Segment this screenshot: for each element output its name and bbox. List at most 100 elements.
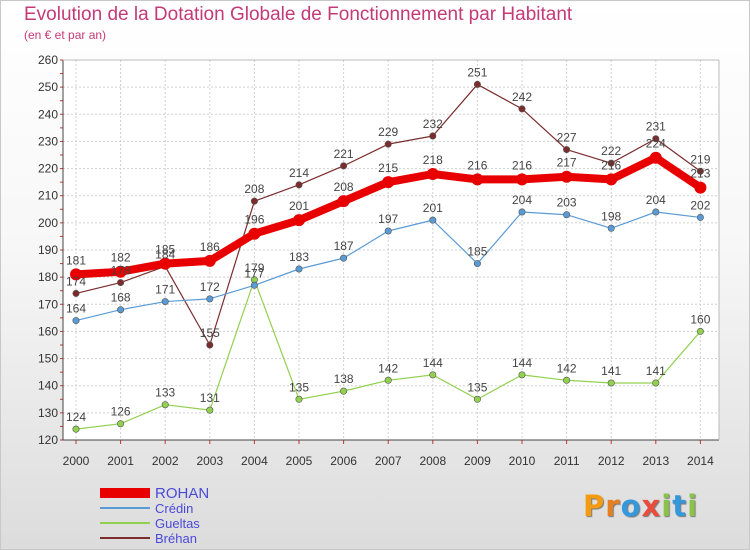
data-label-gueltas: 135 xyxy=(289,380,309,394)
data-point-gueltas xyxy=(117,420,125,428)
data-point-bréhan xyxy=(384,140,392,148)
data-point-bréhan xyxy=(473,80,481,88)
data-point-rohan xyxy=(159,257,172,270)
data-point-bréhan xyxy=(72,289,80,297)
data-point-bréhan xyxy=(206,341,214,349)
y-tick-label: 240 xyxy=(38,107,58,121)
data-point-bréhan xyxy=(696,167,704,175)
data-label-bréhan: 251 xyxy=(467,65,487,79)
data-label-crédin: 204 xyxy=(512,193,532,207)
data-point-rohan xyxy=(694,181,707,194)
data-point-bréhan xyxy=(117,279,125,287)
data-label-rohan: 224 xyxy=(646,137,666,151)
x-tick-label: 2000 xyxy=(63,454,90,468)
y-tick-label: 170 xyxy=(38,297,58,311)
data-point-rohan xyxy=(560,170,573,183)
data-label-rohan: 218 xyxy=(423,153,443,167)
y-tick-label: 220 xyxy=(38,162,58,176)
data-label-crédin: 168 xyxy=(111,291,131,305)
legend-label: Gueltas xyxy=(155,516,200,531)
data-point-rohan xyxy=(248,227,261,240)
data-point-rohan xyxy=(203,254,216,267)
logo-letter: i xyxy=(661,489,673,523)
chart-legend: ROHAN Crédin Gueltas Bréhan xyxy=(100,486,300,546)
logo-letter: t xyxy=(672,489,688,523)
data-label-bréhan: 219 xyxy=(690,152,710,166)
data-point-crédin xyxy=(340,254,348,262)
data-label-bréhan: 242 xyxy=(512,90,532,104)
data-label-bréhan: 229 xyxy=(378,125,398,139)
data-point-gueltas xyxy=(206,406,214,414)
data-point-crédin xyxy=(295,265,303,273)
data-label-rohan: 201 xyxy=(289,199,309,213)
data-label-rohan: 216 xyxy=(467,158,487,172)
data-point-gueltas xyxy=(340,387,348,395)
legend-item-crédin: Crédin xyxy=(100,501,300,516)
data-label-rohan: 216 xyxy=(601,158,621,172)
logo-letter: r xyxy=(605,489,621,523)
data-point-bréhan xyxy=(250,197,258,205)
data-point-crédin xyxy=(473,260,481,268)
logo-letter: P xyxy=(583,489,606,523)
logo-letter: o xyxy=(620,489,642,523)
data-label-crédin: 201 xyxy=(423,201,443,215)
data-label-gueltas: 131 xyxy=(200,391,220,405)
proxiti-logo: Proxiti xyxy=(583,489,698,523)
y-tick-label: 130 xyxy=(38,406,58,420)
x-tick-label: 2012 xyxy=(598,454,625,468)
y-tick-label: 180 xyxy=(38,270,58,284)
y-tick-label: 260 xyxy=(38,53,58,67)
data-label-crédin: 185 xyxy=(467,245,487,259)
data-point-rohan xyxy=(471,173,484,186)
data-point-bréhan xyxy=(518,105,526,113)
x-tick-label: 2009 xyxy=(464,454,491,468)
data-point-crédin xyxy=(652,208,660,216)
legend-label: Bréhan xyxy=(155,531,197,546)
data-label-crédin: 187 xyxy=(334,239,354,253)
data-point-gueltas xyxy=(696,327,704,335)
data-point-bréhan xyxy=(429,132,437,140)
data-label-gueltas: 144 xyxy=(512,356,532,370)
legend-item-gueltas: Gueltas xyxy=(100,516,300,531)
data-label-bréhan: 155 xyxy=(200,326,220,340)
data-label-gueltas: 142 xyxy=(557,361,577,375)
data-label-bréhan: 231 xyxy=(646,120,666,134)
data-label-crédin: 202 xyxy=(690,198,710,212)
data-point-rohan xyxy=(605,173,618,186)
data-label-gueltas: 160 xyxy=(690,312,710,326)
data-point-crédin xyxy=(250,281,258,289)
legend-item-rohan: ROHAN xyxy=(100,486,300,501)
data-label-bréhan: 184 xyxy=(155,247,175,261)
logo-letter: i xyxy=(687,489,699,523)
data-label-crédin: 171 xyxy=(155,283,175,297)
legend-swatch xyxy=(100,522,150,524)
data-point-rohan xyxy=(114,265,127,278)
data-point-bréhan xyxy=(607,159,615,167)
chart-subtitle: (en € et par an) xyxy=(24,28,107,42)
data-label-rohan: 185 xyxy=(155,243,175,257)
data-point-crédin xyxy=(518,208,526,216)
data-label-bréhan: 174 xyxy=(66,274,86,288)
data-label-rohan: 208 xyxy=(334,180,354,194)
data-label-rohan: 216 xyxy=(512,158,532,172)
data-point-gueltas xyxy=(429,371,437,379)
legend-swatch xyxy=(100,488,150,498)
data-label-crédin: 203 xyxy=(557,196,577,210)
data-label-rohan: 215 xyxy=(378,161,398,175)
data-point-rohan xyxy=(426,168,439,180)
data-label-rohan: 213 xyxy=(690,167,710,181)
data-point-rohan xyxy=(293,214,305,227)
data-point-bréhan xyxy=(563,146,571,154)
data-label-bréhan: 227 xyxy=(557,131,577,145)
data-label-gueltas: 141 xyxy=(646,364,666,378)
data-label-bréhan: 208 xyxy=(244,182,264,196)
data-point-gueltas xyxy=(518,371,526,379)
data-label-crédin: 183 xyxy=(289,250,309,264)
data-point-gueltas xyxy=(72,425,80,433)
x-tick-label: 2006 xyxy=(330,454,357,468)
y-tick-label: 190 xyxy=(38,243,58,257)
data-label-rohan: 182 xyxy=(111,251,131,265)
data-label-rohan: 181 xyxy=(66,253,86,267)
data-point-rohan xyxy=(337,195,350,208)
